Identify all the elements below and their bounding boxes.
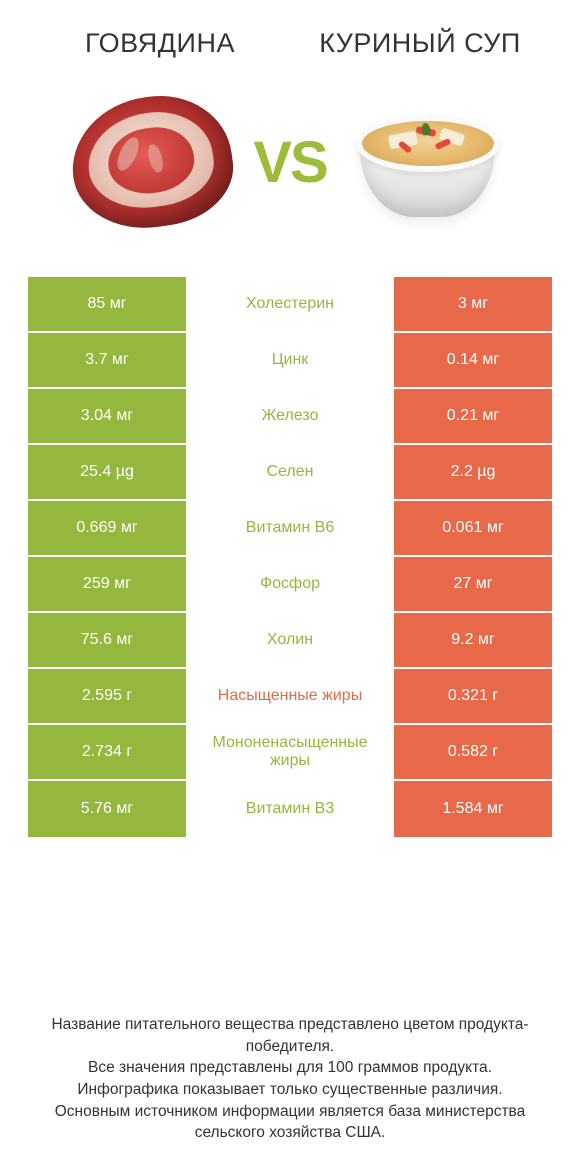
table-row: 259 мгФосфор27 мг: [28, 557, 552, 613]
soup-icon: [353, 97, 503, 227]
table-row: 75.6 мгХолин9.2 мг: [28, 613, 552, 669]
nutrient-label: Фосфор: [186, 557, 394, 613]
right-product-title: КУРИНЫЙ СУП: [300, 28, 540, 59]
vs-row: VS: [0, 59, 580, 277]
left-value: 85 мг: [28, 277, 186, 333]
footer-line: Название питательного вещества представл…: [30, 1014, 550, 1057]
table-row: 2.595 гНасыщенные жиры0.321 г: [28, 669, 552, 725]
left-value: 5.76 мг: [28, 781, 186, 837]
table-row: 5.76 мгВитамин B31.584 мг: [28, 781, 552, 837]
vs-label: VS: [247, 129, 332, 196]
nutrient-label: Холестерин: [186, 277, 394, 333]
table-row: 3.7 мгЦинк0.14 мг: [28, 333, 552, 389]
left-product-image: [67, 77, 237, 247]
right-value: 1.584 мг: [394, 781, 552, 837]
right-value: 0.321 г: [394, 669, 552, 725]
footer-line: Основным источником информации является …: [30, 1101, 550, 1144]
table-row: 3.04 мгЖелезо0.21 мг: [28, 389, 552, 445]
nutrient-label: Витамин B6: [186, 501, 394, 557]
beef-icon: [72, 97, 232, 227]
nutrient-label: Холин: [186, 613, 394, 669]
table-row: 25.4 µgСелен2.2 µg: [28, 445, 552, 501]
right-value: 2.2 µg: [394, 445, 552, 501]
right-value: 0.14 мг: [394, 333, 552, 389]
comparison-table: 85 мгХолестерин3 мг3.7 мгЦинк0.14 мг3.04…: [0, 277, 580, 837]
right-value: 0.582 г: [394, 725, 552, 781]
footer-line: Все значения представлены для 100 граммо…: [30, 1057, 550, 1079]
right-value: 0.061 мг: [394, 501, 552, 557]
right-product-image: [343, 77, 513, 247]
left-value: 2.734 г: [28, 725, 186, 781]
left-product-title: ГОВЯДИНА: [40, 28, 280, 59]
right-value: 0.21 мг: [394, 389, 552, 445]
footer-notes: Название питательного вещества представл…: [30, 1014, 550, 1144]
left-value: 3.7 мг: [28, 333, 186, 389]
footer-line: Инфографика показывает только существенн…: [30, 1079, 550, 1101]
table-row: 85 мгХолестерин3 мг: [28, 277, 552, 333]
table-row: 2.734 гМононенасыщенные жиры0.582 г: [28, 725, 552, 781]
left-value: 25.4 µg: [28, 445, 186, 501]
right-value: 9.2 мг: [394, 613, 552, 669]
left-value: 2.595 г: [28, 669, 186, 725]
right-value: 3 мг: [394, 277, 552, 333]
left-value: 259 мг: [28, 557, 186, 613]
nutrient-label: Насыщенные жиры: [186, 669, 394, 725]
nutrient-label: Витамин B3: [186, 781, 394, 837]
left-value: 3.04 мг: [28, 389, 186, 445]
nutrient-label: Мононенасыщенные жиры: [186, 725, 394, 781]
header: ГОВЯДИНА КУРИНЫЙ СУП: [0, 0, 580, 59]
left-value: 75.6 мг: [28, 613, 186, 669]
left-value: 0.669 мг: [28, 501, 186, 557]
right-value: 27 мг: [394, 557, 552, 613]
table-row: 0.669 мгВитамин B60.061 мг: [28, 501, 552, 557]
nutrient-label: Селен: [186, 445, 394, 501]
nutrient-label: Цинк: [186, 333, 394, 389]
nutrient-label: Железо: [186, 389, 394, 445]
